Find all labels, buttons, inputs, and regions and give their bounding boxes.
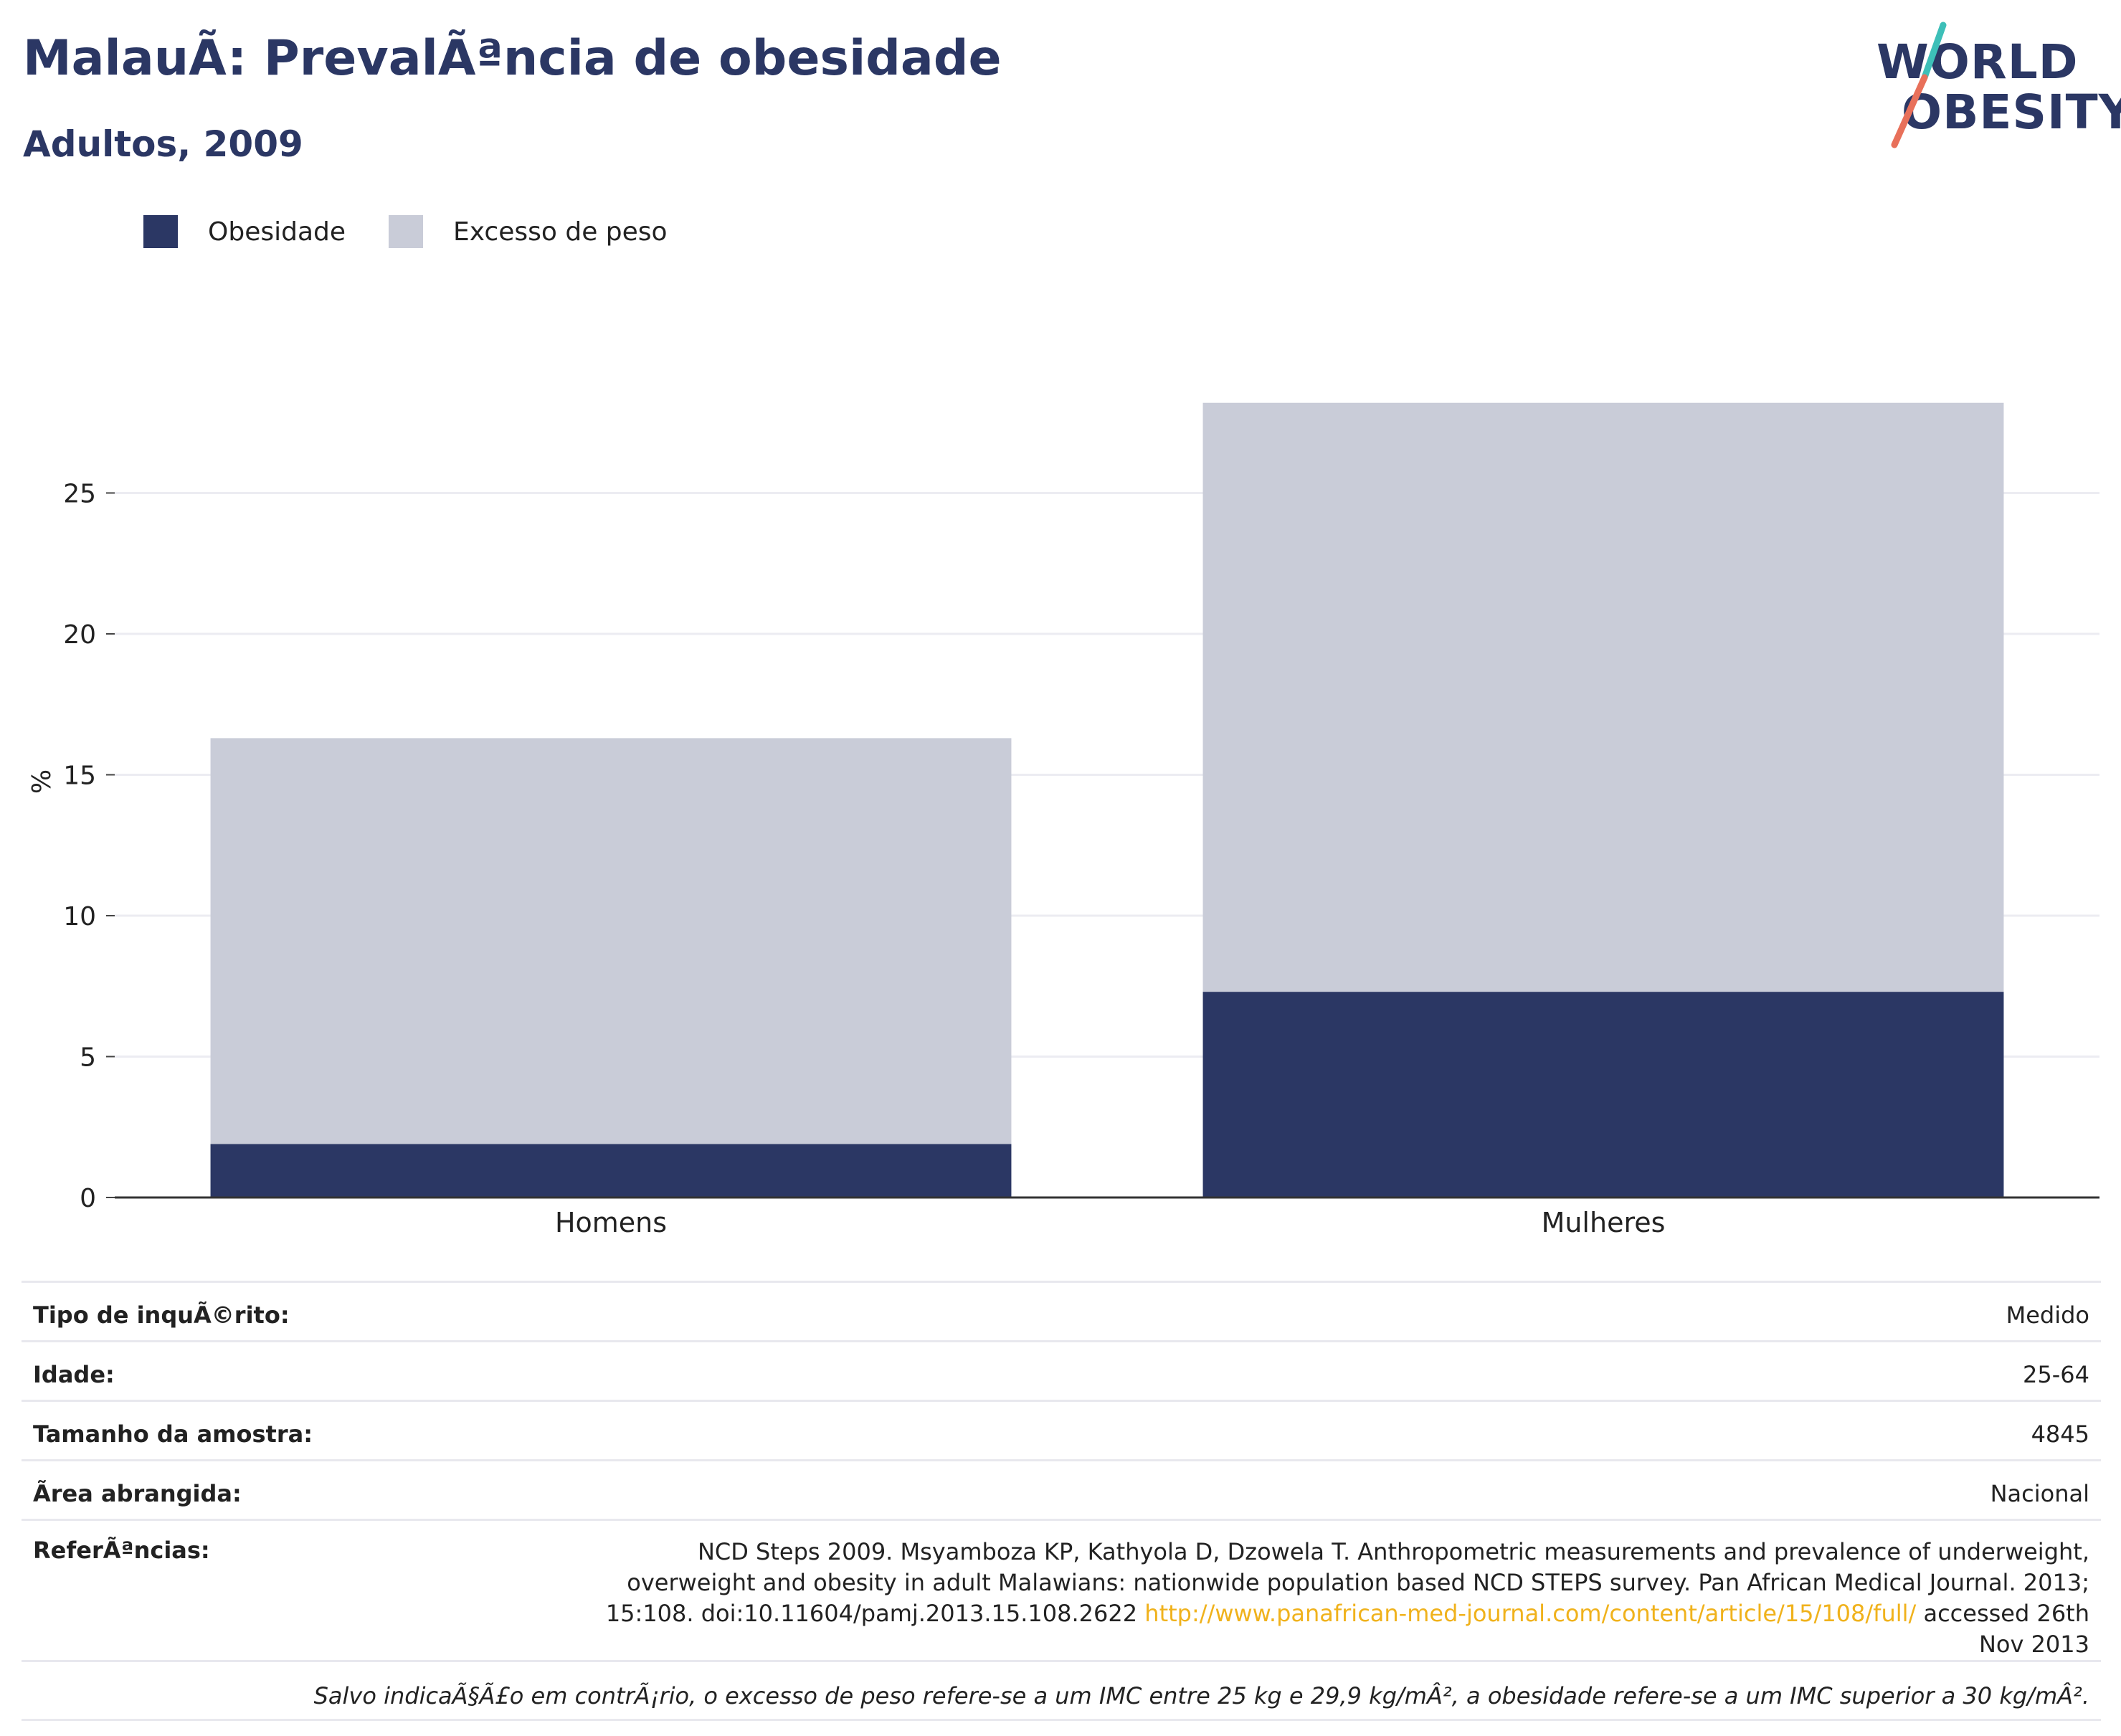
chart-subtitle: Adultos, 2009: [23, 123, 303, 165]
survey-type-value: Medido: [2006, 1301, 2089, 1329]
chart-title: MalauÃ: PrevalÃªncia de obesidade: [23, 30, 1002, 87]
references-label: ReferÃªncias:: [33, 1537, 210, 1564]
bar-chart: 0 5 10 15 20 25 Homens Mulheres %: [27, 402, 2099, 1238]
age-label: Idade:: [33, 1361, 115, 1388]
definition-note: Salvo indicaÃ§Ã£o em contrÃ¡rio, o exces…: [22, 1662, 2101, 1721]
info-row-survey-type: Tipo de inquÃ©rito: Medido: [22, 1283, 2101, 1342]
legend-item-overweight[interactable]: Excesso de peso: [389, 215, 668, 248]
survey-type-label: Tipo de inquÃ©rito:: [33, 1301, 290, 1329]
area-value: Nacional: [1990, 1480, 2089, 1507]
x-tick-label: Homens: [555, 1207, 667, 1238]
y-tick-label: 20: [63, 620, 96, 650]
references-link[interactable]: http://www.panafrican-med-journal.com/co…: [1144, 1600, 1917, 1627]
legend-swatch-obesity: [143, 215, 178, 248]
legend-item-obesity[interactable]: Obesidade: [143, 215, 346, 248]
references-value: NCD Steps 2009. Msyamboza KP, Kathyola D…: [569, 1537, 2089, 1660]
info-row-area: Ã­rea abrangida: Nacional: [22, 1461, 2101, 1521]
logo-line-2: OBESITY: [1902, 85, 2121, 140]
y-tick-label: 25: [63, 480, 96, 509]
chart-legend: Obesidade Excesso de peso: [143, 215, 711, 248]
x-axis-ticks: Homens Mulheres: [555, 1207, 1665, 1238]
references-text: NCD Steps 2009. Msyamboza KP, Kathyola D…: [605, 1538, 2089, 1627]
bar-overweight: [210, 738, 1012, 1144]
legend-label-overweight: Excesso de peso: [453, 217, 668, 247]
bar-obesity: [210, 1144, 1012, 1197]
info-row-age: Idade: 25-64: [22, 1342, 2101, 1402]
y-tick-label: 10: [63, 902, 96, 931]
logo-slash-icon: [1891, 22, 1947, 148]
age-value: 25-64: [2023, 1361, 2089, 1388]
sample-size-label: Tamanho da amostra:: [33, 1420, 313, 1448]
chart-bars: [115, 402, 2099, 1199]
info-row-sample-size: Tamanho da amostra: 4845: [22, 1402, 2101, 1461]
legend-swatch-overweight: [389, 215, 424, 248]
bar-overweight: [1202, 402, 2004, 992]
y-tick-label: 15: [63, 762, 96, 791]
sample-size-value: 4845: [2031, 1420, 2089, 1448]
area-label: Ã­rea abrangida:: [33, 1480, 242, 1507]
y-axis-label: %: [27, 769, 57, 794]
legend-label-obesity: Obesidade: [208, 217, 346, 247]
world-obesity-logo: WORLD OBESITY: [1864, 22, 2121, 151]
logo-line-1: WORLD: [1876, 34, 2079, 90]
y-tick-label: 5: [80, 1043, 96, 1073]
y-axis-ticks: 0 5 10 15 20 25: [63, 480, 115, 1213]
info-row-references: ReferÃªncias: NCD Steps 2009. Msyamboza …: [22, 1521, 2101, 1662]
bar-obesity: [1202, 992, 2004, 1197]
y-tick-label: 0: [80, 1184, 96, 1213]
survey-info-table: Tipo de inquÃ©rito: Medido Idade: 25-64 …: [22, 1281, 2101, 1721]
references-accessed: accessed 26th Nov 2013: [1923, 1600, 2089, 1658]
x-tick-label: Mulheres: [1542, 1207, 1666, 1238]
